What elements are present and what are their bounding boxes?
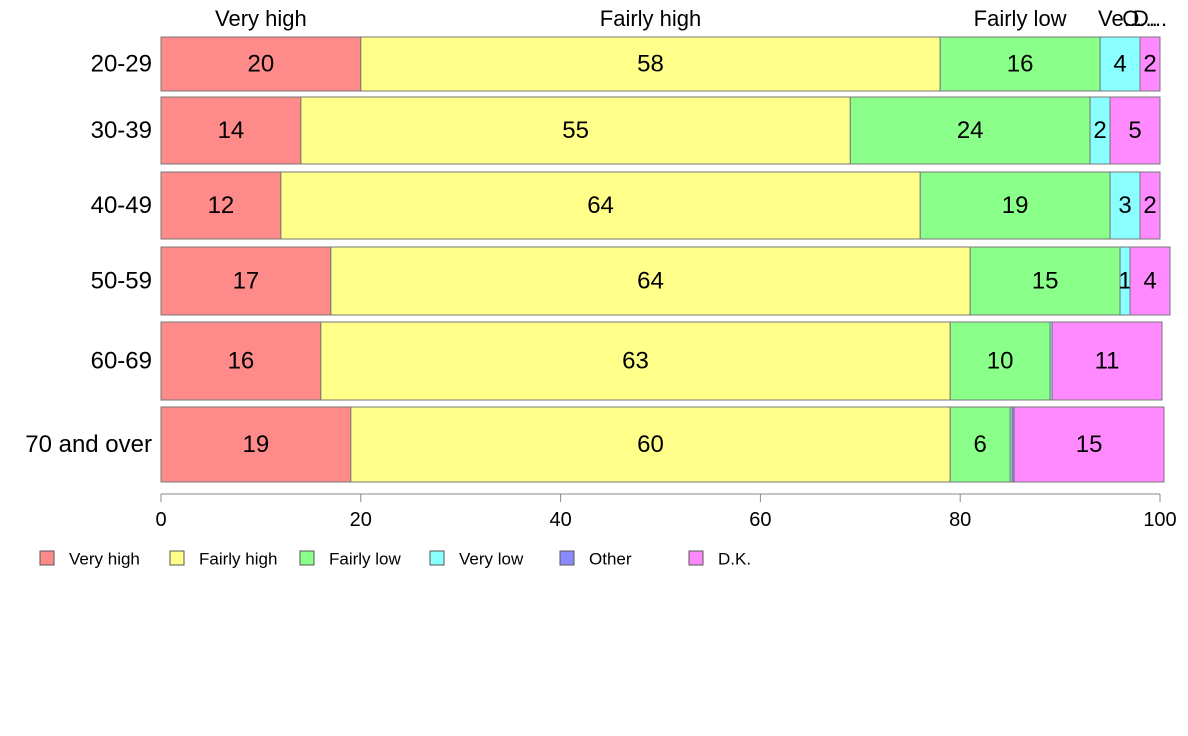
bar-segment <box>160 406 352 483</box>
data-label: 19 <box>243 431 270 458</box>
legend-swatch <box>559 550 575 566</box>
category-labels: 20-29 30-39 40-49 50-59 60-69 70 and over <box>25 51 152 459</box>
legend-swatch <box>299 550 315 566</box>
legend-label: D.K. <box>718 550 751 569</box>
category-label: 50-59 <box>91 268 152 295</box>
bar-segment <box>160 246 332 316</box>
x-tick-label: 20 <box>350 509 372 531</box>
bar-segment <box>1139 36 1161 92</box>
bar-segment <box>330 246 971 316</box>
bar-segment <box>160 96 302 165</box>
data-label: 3 <box>1118 192 1131 219</box>
bar-segment <box>160 321 322 401</box>
data-label: 16 <box>1007 51 1034 78</box>
bar-segment <box>849 96 1091 165</box>
data-label: 64 <box>637 268 664 295</box>
x-axis: 0 20 40 60 80 100 <box>155 493 1177 531</box>
legend-label: Fairly low <box>329 550 402 569</box>
data-label: 2 <box>1143 192 1156 219</box>
top-category-labels: Very high Fairly high Fairly low Ve...O...D… <box>215 6 1167 31</box>
bar-segment <box>1013 406 1165 483</box>
data-label: 19 <box>1002 192 1029 219</box>
legend-swatch <box>429 550 445 566</box>
x-tick-label: 0 <box>155 509 166 531</box>
category-label: 40-49 <box>91 192 152 219</box>
bar-segment <box>1109 96 1161 165</box>
category-label: 60-69 <box>91 348 152 375</box>
x-tick-label: 40 <box>549 509 571 531</box>
data-label: 2 <box>1093 117 1106 144</box>
top-category-label: D... <box>1133 6 1167 31</box>
legend: Very high Fairly high Fairly low Very low Ot… <box>39 550 751 569</box>
bar-segment <box>1099 36 1141 92</box>
bar-segment <box>160 171 282 240</box>
data-label: 16 <box>228 348 255 375</box>
data-label: 17 <box>233 268 260 295</box>
bar-segment <box>300 96 851 165</box>
data-label: 24 <box>957 117 984 144</box>
data-label: 63 <box>622 348 649 375</box>
top-category-label: O... <box>1122 6 1157 31</box>
bar-segment <box>280 171 921 240</box>
legend-swatch <box>169 550 185 566</box>
data-label: 1 <box>1118 268 1131 295</box>
category-label: 70 and over <box>25 431 152 458</box>
data-label: 15 <box>1076 431 1103 458</box>
bar-segment <box>949 321 1051 401</box>
bar-segment <box>350 406 951 483</box>
data-label: 20 <box>248 51 275 78</box>
data-label: 14 <box>218 117 245 144</box>
bar-segment <box>919 171 1111 240</box>
legend-label: Very low <box>459 550 524 569</box>
legend-label: Very high <box>69 550 140 569</box>
data-label: 55 <box>562 117 589 144</box>
bar-segment <box>1139 171 1161 240</box>
top-category-label: Fairly high <box>600 6 701 31</box>
bar-segment <box>949 406 1011 483</box>
data-label: 10 <box>987 348 1014 375</box>
data-label: 60 <box>637 431 664 458</box>
category-label: 30-39 <box>91 117 152 144</box>
x-tick-label: 80 <box>949 509 971 531</box>
top-category-label: Ve... <box>1098 6 1142 31</box>
data-label: 4 <box>1143 268 1156 295</box>
data-label: 58 <box>637 51 664 78</box>
data-label: 12 <box>208 192 235 219</box>
data-label: 4 <box>1113 51 1126 78</box>
bar-segment <box>160 36 362 92</box>
top-category-label: Fairly low <box>974 6 1067 31</box>
legend-swatch <box>39 550 55 566</box>
top-category-label: Very high <box>215 6 307 31</box>
data-label: 5 <box>1128 117 1141 144</box>
bars: 20 58 16 4 214 55 24 2 512 64 19 3 217 64 15 1 416 63 10 11… <box>160 36 1171 483</box>
bar-segment <box>320 321 951 401</box>
legend-label: Other <box>589 550 632 569</box>
data-label: 6 <box>974 431 987 458</box>
data-label: 11 <box>1095 348 1120 375</box>
legend-label: Fairly high <box>199 550 277 569</box>
data-label: 2 <box>1143 51 1156 78</box>
bar-segment <box>1129 246 1171 316</box>
category-label: 20-29 <box>91 51 152 78</box>
data-label: 15 <box>1032 268 1059 295</box>
bar-segment <box>1051 321 1163 401</box>
bar-segment <box>969 246 1121 316</box>
legend-swatch <box>688 550 704 566</box>
data-label: 64 <box>587 192 614 219</box>
x-tick-label: 60 <box>749 509 771 531</box>
x-tick-label: 100 <box>1143 509 1176 531</box>
